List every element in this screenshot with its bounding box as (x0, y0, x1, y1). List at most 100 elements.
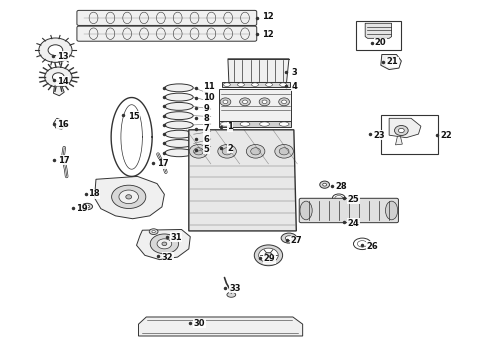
Ellipse shape (39, 38, 72, 62)
Ellipse shape (165, 103, 193, 110)
Ellipse shape (165, 149, 193, 157)
Text: 8: 8 (203, 114, 209, 123)
Text: 28: 28 (335, 181, 347, 190)
Text: 30: 30 (194, 319, 205, 328)
Ellipse shape (85, 205, 90, 208)
Ellipse shape (123, 12, 132, 24)
Text: 32: 32 (162, 253, 173, 262)
Ellipse shape (241, 28, 249, 40)
Ellipse shape (251, 148, 261, 155)
Ellipse shape (149, 229, 158, 234)
Ellipse shape (266, 83, 272, 86)
Polygon shape (53, 86, 64, 96)
Text: 17: 17 (157, 159, 169, 168)
Ellipse shape (194, 148, 203, 155)
Text: 3: 3 (292, 68, 297, 77)
Ellipse shape (220, 98, 231, 106)
Ellipse shape (251, 83, 258, 86)
Polygon shape (95, 176, 164, 219)
Polygon shape (395, 136, 402, 145)
Ellipse shape (262, 100, 267, 104)
Ellipse shape (157, 239, 171, 249)
Polygon shape (189, 130, 296, 231)
Text: 16: 16 (57, 120, 69, 129)
Ellipse shape (190, 12, 199, 24)
Ellipse shape (240, 98, 250, 106)
Ellipse shape (45, 67, 72, 87)
FancyBboxPatch shape (356, 21, 401, 50)
Ellipse shape (238, 83, 245, 86)
Ellipse shape (207, 28, 216, 40)
Ellipse shape (156, 12, 165, 24)
Polygon shape (365, 23, 392, 39)
Ellipse shape (140, 12, 148, 24)
Ellipse shape (106, 28, 115, 40)
Text: 19: 19 (76, 204, 88, 213)
Text: 20: 20 (374, 38, 386, 47)
Text: 13: 13 (57, 52, 69, 61)
Ellipse shape (241, 12, 249, 24)
Text: 14: 14 (57, 77, 69, 86)
Ellipse shape (394, 126, 408, 135)
Ellipse shape (123, 28, 132, 40)
Ellipse shape (285, 236, 293, 240)
Polygon shape (389, 118, 421, 138)
Text: 9: 9 (203, 104, 209, 113)
Text: 11: 11 (203, 82, 215, 91)
Ellipse shape (280, 83, 287, 86)
Text: 31: 31 (170, 233, 182, 242)
Ellipse shape (119, 190, 139, 204)
Text: 21: 21 (387, 57, 398, 66)
Ellipse shape (224, 28, 233, 40)
FancyBboxPatch shape (77, 26, 257, 41)
Text: 1: 1 (227, 122, 233, 131)
Ellipse shape (173, 12, 182, 24)
Ellipse shape (207, 12, 216, 24)
Ellipse shape (387, 59, 394, 64)
Polygon shape (137, 229, 190, 260)
Text: 25: 25 (347, 194, 359, 203)
Ellipse shape (259, 98, 270, 106)
Ellipse shape (223, 83, 230, 86)
Ellipse shape (165, 121, 193, 129)
Ellipse shape (279, 148, 289, 155)
Polygon shape (228, 59, 289, 82)
Ellipse shape (335, 195, 343, 200)
Ellipse shape (165, 130, 193, 138)
Ellipse shape (89, 28, 98, 40)
Ellipse shape (240, 122, 250, 126)
Ellipse shape (162, 242, 167, 246)
Ellipse shape (279, 122, 289, 126)
Ellipse shape (300, 201, 312, 220)
Text: 12: 12 (262, 30, 274, 39)
Ellipse shape (165, 140, 193, 147)
Polygon shape (381, 54, 401, 69)
Ellipse shape (218, 144, 236, 158)
Text: 23: 23 (373, 131, 385, 140)
Ellipse shape (106, 12, 115, 24)
Text: 29: 29 (264, 255, 275, 264)
Ellipse shape (224, 12, 233, 24)
Text: 18: 18 (88, 189, 99, 198)
Ellipse shape (353, 238, 371, 249)
Ellipse shape (323, 183, 327, 186)
Ellipse shape (165, 93, 193, 101)
Ellipse shape (189, 144, 208, 158)
Ellipse shape (246, 144, 265, 158)
Ellipse shape (82, 203, 93, 210)
Ellipse shape (332, 194, 345, 202)
Ellipse shape (140, 28, 148, 40)
Ellipse shape (265, 252, 272, 258)
Text: 5: 5 (203, 145, 209, 154)
FancyBboxPatch shape (221, 82, 290, 87)
Text: 6: 6 (203, 135, 209, 144)
Ellipse shape (282, 100, 287, 104)
Ellipse shape (126, 195, 132, 199)
FancyBboxPatch shape (381, 115, 439, 154)
Text: 27: 27 (291, 237, 302, 246)
Ellipse shape (279, 98, 290, 106)
Ellipse shape (222, 148, 232, 155)
Ellipse shape (165, 84, 193, 92)
Ellipse shape (52, 73, 64, 81)
Ellipse shape (173, 28, 182, 40)
